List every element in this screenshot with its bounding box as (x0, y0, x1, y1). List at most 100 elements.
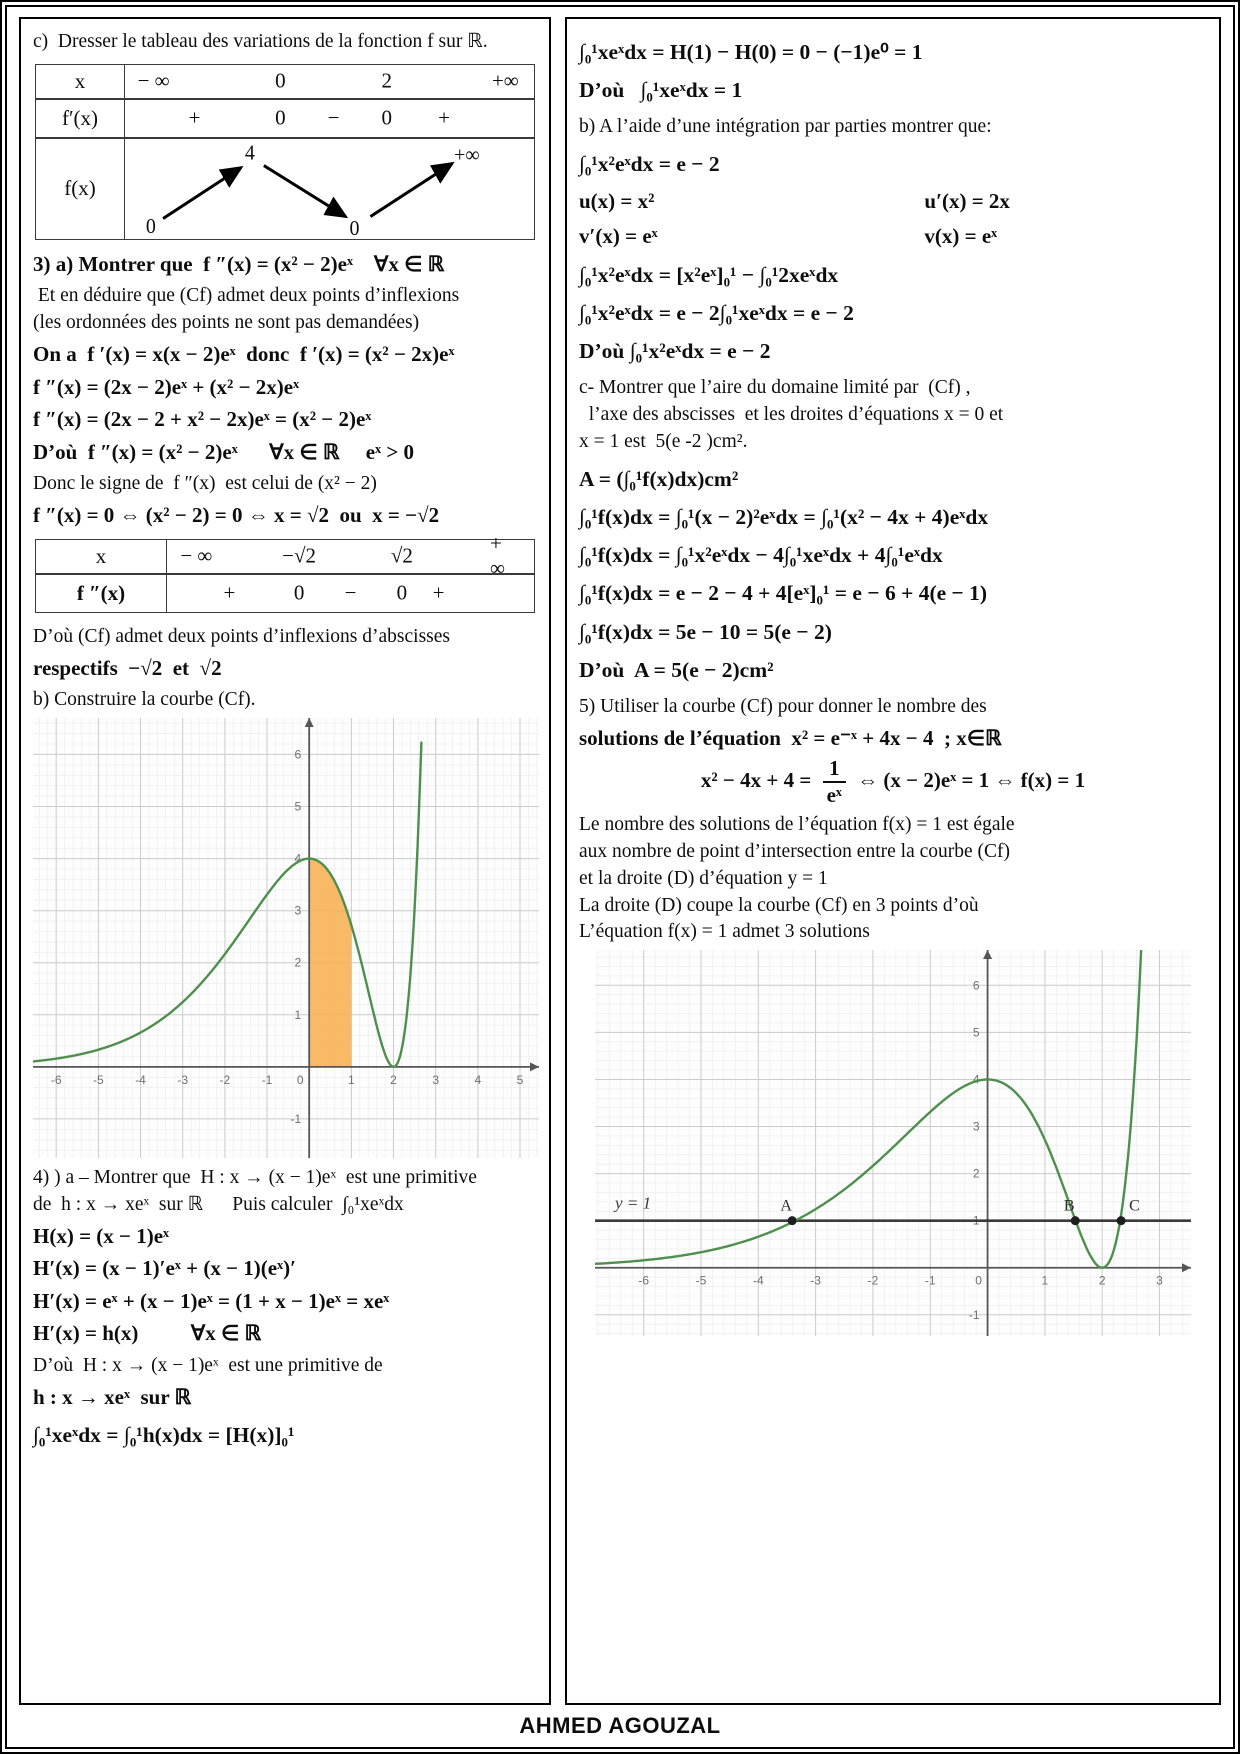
table-row: f(x) 0 4 0 +∞ (36, 136, 534, 239)
y-tick-label: 3 (295, 904, 302, 918)
x-tick-label: -5 (696, 1274, 707, 1288)
row-label-x: x (36, 64, 125, 98)
row-label-f: f(x) (36, 138, 125, 239)
table-value: − ∞ (137, 68, 170, 93)
y-tick-label: 5 (973, 1026, 980, 1040)
y-tick-label: -1 (291, 1112, 302, 1126)
text-line: L’équation f(x) = 1 admet 3 solutions (579, 921, 870, 943)
x-tick-label: -6 (51, 1073, 62, 1087)
math-line: solutions de l’équation x² = e⁻ˣ + 4x − … (579, 725, 1002, 750)
table-value: 0 (275, 105, 286, 130)
math-line: ∫₀¹x²eˣdx = e − 2∫₀¹xeˣdx = e − 2 (579, 300, 854, 325)
math-line: H′(x) = h(x) ∀x ∈ ℝ (33, 1321, 262, 1346)
y-tick-label: 2 (973, 1167, 980, 1181)
text-line: D’où H : x → (x − 1)eˣ est une primitive… (33, 1354, 383, 1376)
x-tick-label: 1 (1042, 1274, 1049, 1288)
math-line-with-fraction: x² − 4x + 4 = 1 eˣ ⇔ (x − 2)eˣ = 1 ⇔ f(x)… (700, 756, 1086, 808)
x-tick-label: 0 (975, 1274, 982, 1288)
x-tick-label: 5 (517, 1073, 524, 1087)
graph-cf-with-shaded-area: -6 -5 -4 -3 -2 -1 0 1 2 3 4 5 -1 1 2 3 4 5 6 (33, 717, 539, 1158)
section-3a-block: 3) a) Montrer que f ″(x) = (x² − 2)eˣ ∀x… (33, 252, 537, 529)
math-line: D’où ∫₀¹x²eˣdx = e − 2 (579, 339, 771, 364)
math-line: respectifs −√2 et √2 (33, 655, 222, 680)
x-tick-label: -1 (925, 1274, 936, 1288)
two-column-layout: c) Dresser le tableau des variations de … (19, 17, 1221, 1705)
row-values-fsecond: +0 − 0 + (167, 575, 534, 612)
y-tick-label: -1 (969, 1308, 980, 1322)
y-tick-label: 2 (295, 956, 302, 970)
y-tick-label: 4 (295, 852, 302, 866)
table-value: +∞ (491, 68, 519, 93)
curve-cf (595, 950, 1143, 1270)
math-expression: u(x) = x² (579, 189, 655, 214)
y-tick-label: 4 (973, 1073, 980, 1087)
table-row: f′(x) +0 − 0 + (36, 97, 534, 137)
math-line: f ″(x) = 0 ⇔ (x² − 2) = 0 ⇔ x = √2 ou x … (33, 503, 440, 528)
row-values-x: − ∞ −√2 √2 + ∞ (167, 531, 534, 580)
math-line: ∫₀¹xeˣdx = ∫₀¹h(x)dx = [H(x)]₀¹ (33, 1423, 295, 1448)
table-value: 0 (293, 580, 305, 605)
x-tick-label: 4 (475, 1073, 482, 1087)
text-line: Donc le signe de f ″(x) est celui de (x²… (33, 473, 377, 495)
x-tick-label: -1 (262, 1073, 273, 1087)
table-value: √2 (390, 543, 413, 568)
math-pair-line: u(x) = x² u′(x) = 2x (579, 189, 1207, 215)
row-label-fprime: f′(x) (36, 99, 125, 137)
y-tick-label: 6 (295, 747, 302, 761)
table-value: − (327, 105, 340, 130)
variation-value: 4 (245, 142, 256, 165)
x-tick-label: -2 (220, 1073, 231, 1087)
math-line: A = (∫₀¹f(x)dx)cm² (579, 466, 739, 491)
table-row: f ″(x) +0 − 0 + (36, 572, 534, 612)
curve-cf (33, 741, 423, 1069)
math-line: ∫₀¹xeˣdx = H(1) − H(0) = 0 − (−1)e⁰ = 1 (579, 40, 923, 64)
table-value: + (438, 105, 450, 130)
math-expression: v′(x) = eˣ (579, 224, 658, 249)
x-tick-label: -4 (135, 1073, 146, 1087)
math-line: H′(x) = (x − 1)′eˣ + (x − 1)(eˣ)′ (33, 1256, 297, 1281)
math-line: ∫₀¹f(x)dx = e − 2 − 4 + 4[eˣ]₀¹ = e − 6 … (579, 581, 988, 606)
y-tick-label: 6 (973, 979, 980, 993)
table-value: − ∞ (180, 543, 213, 568)
variation-value: 0 (146, 215, 156, 238)
point-label-B: B (1064, 1198, 1075, 1215)
point-C (1116, 1216, 1126, 1226)
left-column: c) Dresser le tableau des variations de … (19, 17, 551, 1705)
table-value: + (432, 580, 445, 605)
math-line: 3) a) Montrer que f ″(x) = (x² − 2)eˣ ∀x… (33, 251, 445, 276)
math-expression: u′(x) = 2x (924, 189, 1010, 214)
x-tick-label: -3 (177, 1073, 188, 1087)
table-row: x − ∞ 0 2 +∞ (36, 64, 534, 98)
math-line: D’où f ″(x) = (x² − 2)eˣ ∀x ∈ ℝ eˣ > 0 (33, 439, 415, 464)
shaded-area (309, 858, 352, 1067)
y-axis-arrow (983, 950, 993, 960)
math-line: H(x) = (x − 1)eˣ (33, 1223, 170, 1248)
text-line: 4) ) a – Montrer que H : x → (x − 1)eˣ e… (33, 1166, 477, 1188)
x-tick-label: 3 (1156, 1274, 1163, 1288)
math-line: f ″(x) = (2x − 2 + x² − 2x)eˣ = (x² − 2)… (33, 407, 372, 432)
table-value: + (188, 105, 201, 130)
text-line: 5) Utiliser la courbe (Cf) pour donner l… (579, 695, 987, 717)
section-c-title: c) Dresser le tableau des variations de … (33, 31, 488, 52)
y-tick-label: 5 (295, 799, 302, 813)
math-line: f ″(x) = (2x − 2)eˣ + (x² − 2x)eˣ (33, 374, 300, 399)
text-line: aux nombre de point d’intersection entre… (579, 841, 1011, 863)
math-line: ∫₀¹f(x)dx = ∫₀¹(x − 2)²eˣdx = ∫₀¹(x² − 4… (579, 504, 989, 529)
section-4-block: 4) ) a – Montrer que H : x → (x − 1)eˣ e… (33, 1166, 537, 1449)
math-line: On a f ′(x) = x(x − 2)eˣ donc f ′(x) = (… (33, 341, 455, 366)
table-value: −√2 (282, 543, 317, 568)
text-line: D’où (Cf) admet deux points d’inflexions… (33, 625, 451, 647)
line-y1-label: y = 1 (613, 1194, 651, 1213)
text-line: b) Construire la courbe (Cf). (33, 689, 256, 711)
table-value: 2 (381, 68, 393, 93)
math-line: h : x → xeˣ sur ℝ (33, 1384, 192, 1409)
text-line: La droite (D) coupe la courbe (Cf) en 3 … (579, 894, 979, 916)
footer-author: AHMED AGOUZAL (519, 1713, 721, 1738)
variation-value: +∞ (454, 144, 479, 167)
x-tick-label: 1 (348, 1073, 355, 1087)
x-tick-label: -3 (810, 1274, 821, 1288)
right-column: ∫₀¹xeˣdx = H(1) − H(0) = 0 − (−1)e⁰ = 1 D… (565, 17, 1221, 1705)
x-tick-label: -4 (753, 1274, 764, 1288)
